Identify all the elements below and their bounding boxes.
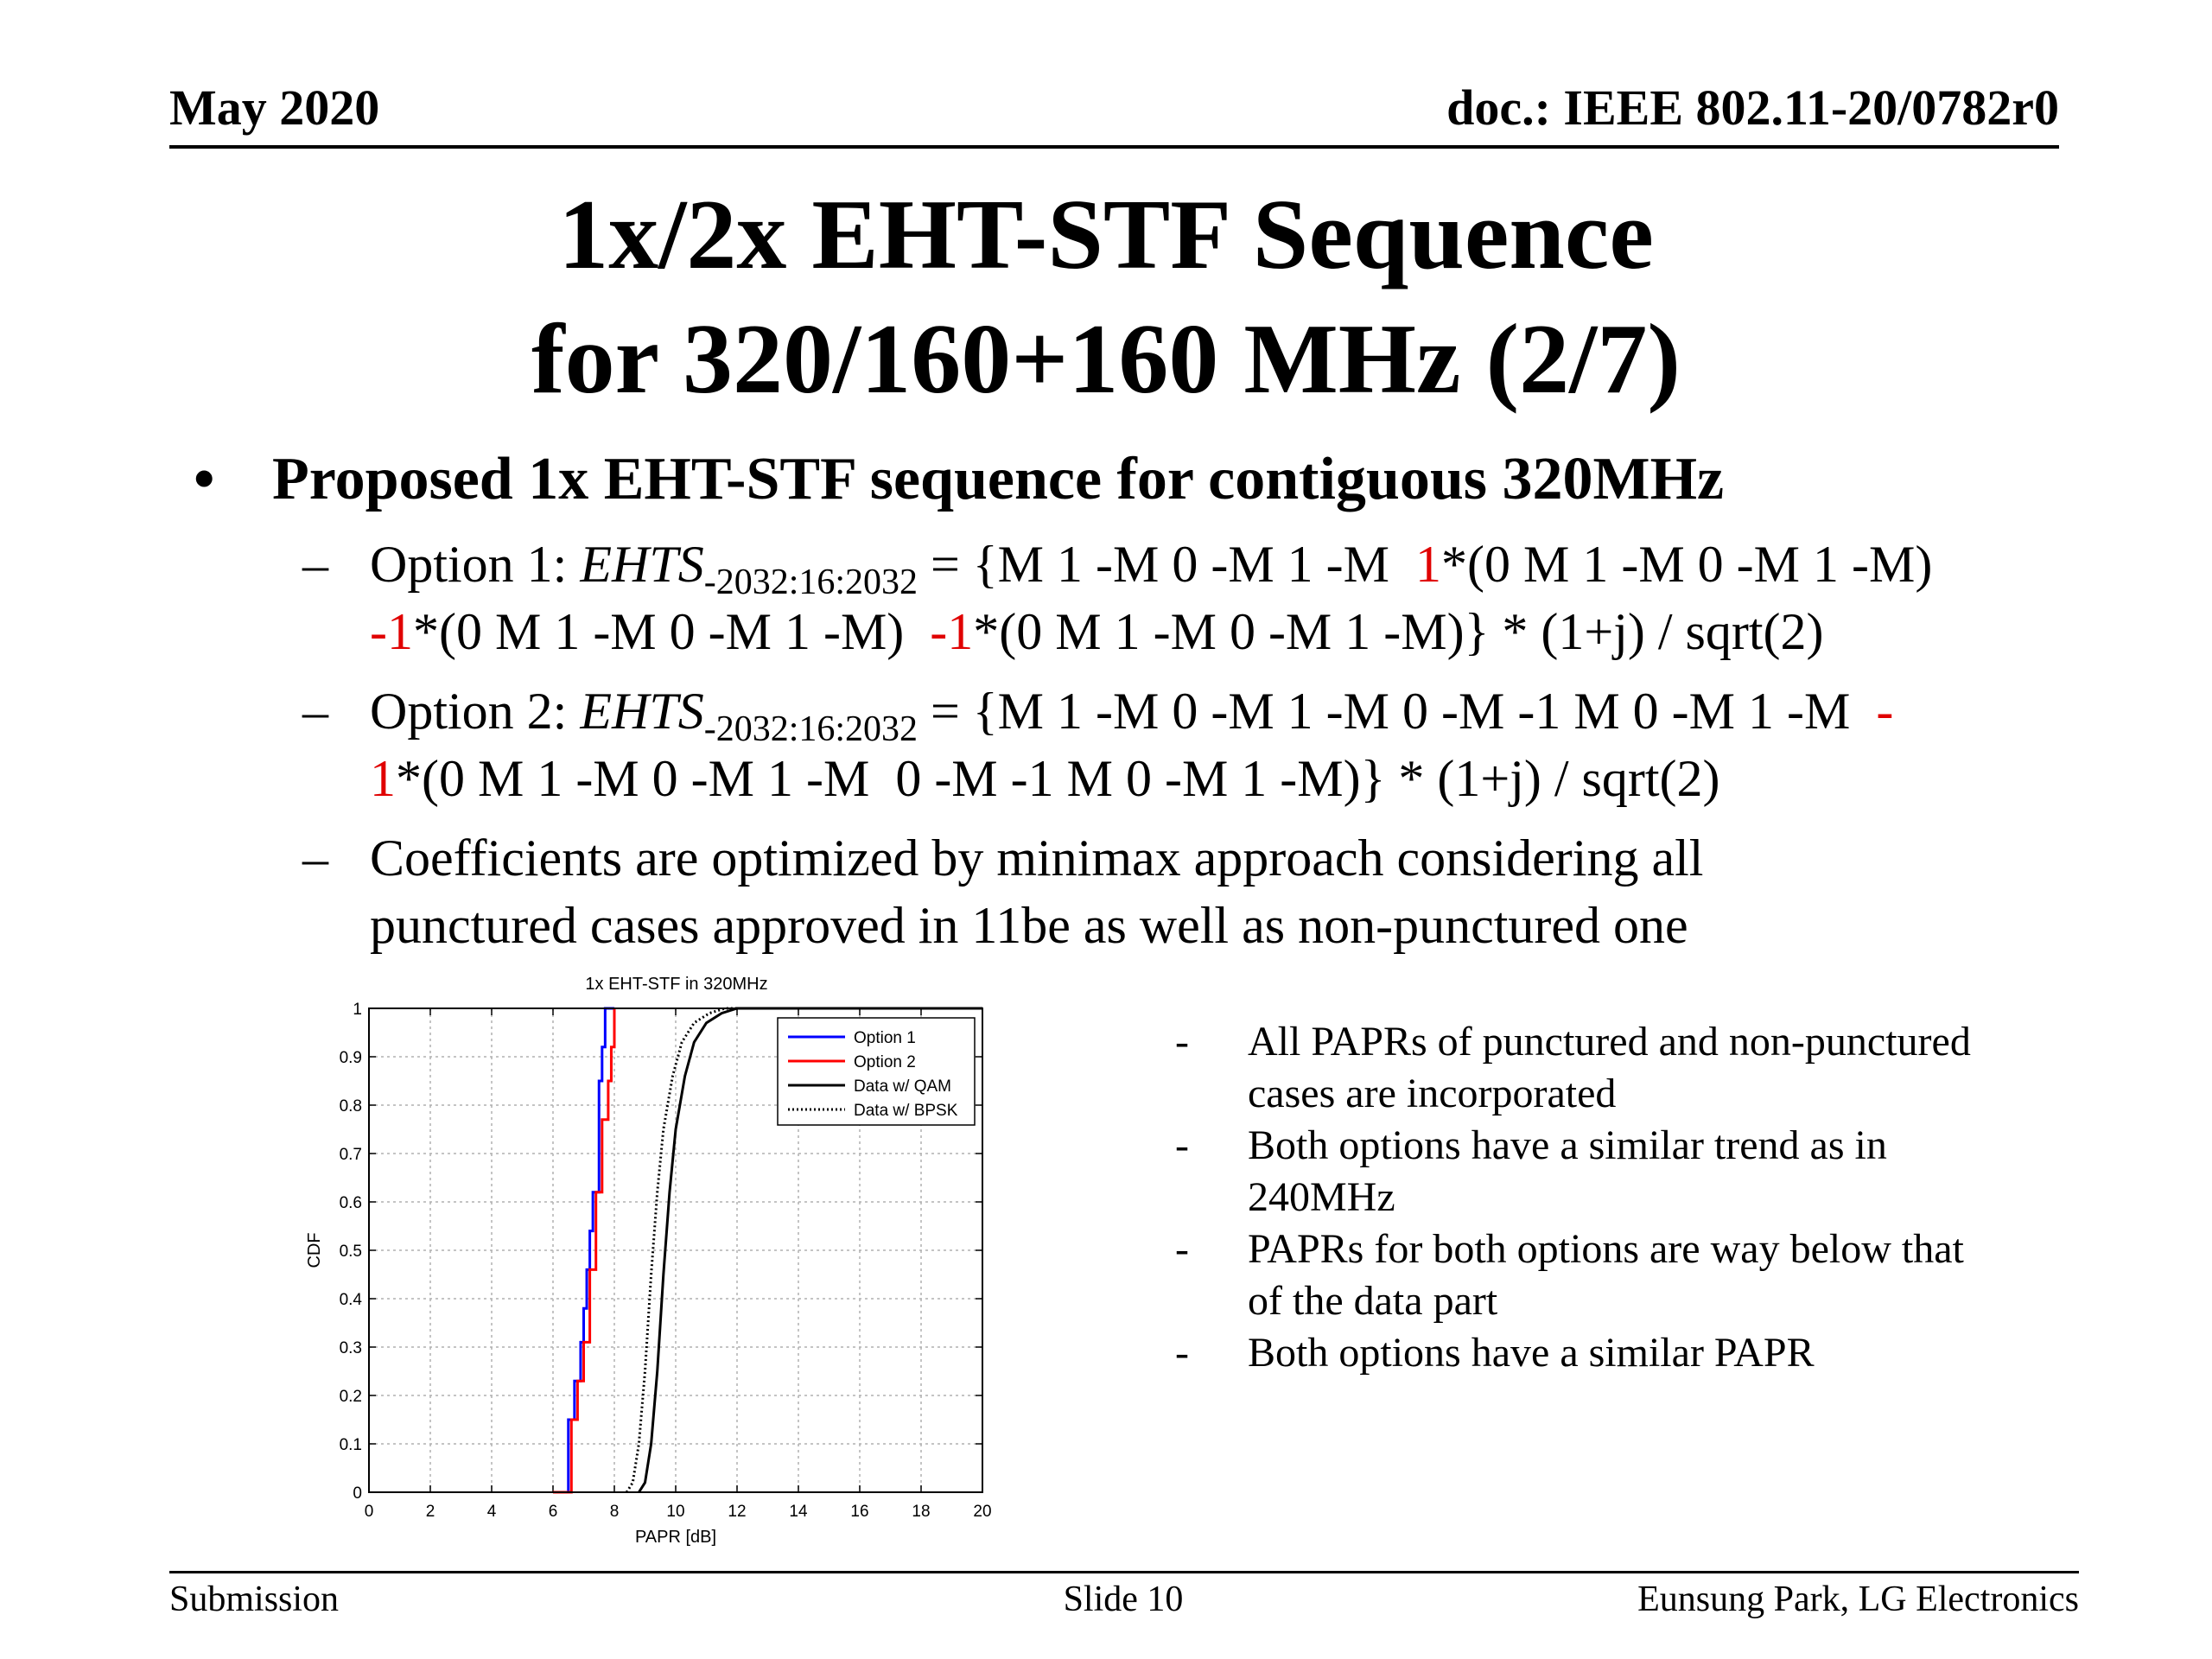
note-1-line1: All PAPRs of punctured and non-punctured: [1248, 1019, 1971, 1065]
option1-line1: Option 1: EHTS-2032:16:2032 = {M 1 -M 0 …: [370, 531, 1932, 616]
note-3-line2: of the data part: [1248, 1278, 1498, 1324]
option1-line2: -1*(0 M 1 -M 0 -M 1 -M) -1*(0 M 1 -M 0 -…: [370, 598, 1823, 665]
y-tick-label: 0.1: [340, 1436, 362, 1454]
y-tick-label: 0.8: [340, 1097, 362, 1116]
option2-line1: Option 2: EHTS-2032:16:2032 = {M 1 -M 0 …: [370, 677, 1893, 763]
option2-dash: –: [302, 683, 328, 740]
slide-title-line1: 1x/2x EHT-STF Sequence: [558, 180, 1654, 290]
bullet-symbol: •: [194, 446, 215, 512]
chart-legend: Option 1 Option 2 Data w/ QAM Data w/ BPSK: [777, 1017, 976, 1126]
note-4-line1: Both options have a similar PAPR: [1248, 1330, 1815, 1376]
y-axis-label: CDF: [305, 1232, 324, 1268]
header-doc-id: doc.: IEEE 802.11-20/0782r0: [1446, 79, 2059, 136]
legend-label-2: Option 2: [854, 1053, 916, 1071]
y-tick-label: 0.7: [340, 1146, 362, 1164]
y-tick-label: 0.2: [340, 1388, 362, 1406]
footer-slide-number: Slide 10: [1063, 1580, 1184, 1619]
y-tick-label: 1: [353, 1001, 362, 1019]
option1-dash: –: [302, 536, 328, 593]
x-axis-label: PAPR [dB]: [635, 1528, 716, 1547]
slide-title-line2: for 320/160+160 MHz (2/7): [531, 304, 1681, 415]
option1-red-coeff-2: -1: [370, 603, 413, 660]
option1-line2-mid: *(0 M 1 -M 0 -M 1 -M): [412, 603, 931, 660]
bullet-text: Proposed 1x EHT-STF sequence for contigu…: [272, 446, 1725, 512]
option2-subscript: -2032:16:2032: [703, 709, 918, 749]
y-tick-label: 0.9: [340, 1049, 362, 1067]
option1-red-coeff-1: 1: [1415, 536, 1442, 593]
x-tick-label: 4: [487, 1503, 497, 1521]
option2-symbol: EHTS: [580, 683, 704, 740]
plot-frame: [368, 1007, 983, 1493]
x-tick-label: 0: [365, 1503, 374, 1521]
x-tick-label: 12: [728, 1503, 746, 1521]
note-dash-3: -: [1175, 1226, 1189, 1272]
legend-label-3: Data w/ QAM: [854, 1077, 951, 1096]
x-tick-label: 18: [912, 1503, 930, 1521]
note-dash-4: -: [1175, 1330, 1189, 1376]
series-line-4: [625, 1007, 982, 1493]
option2-red-coeff: 1: [370, 750, 396, 807]
note-2-line2: 240MHz: [1248, 1174, 1395, 1220]
y-tick-label: 0.3: [340, 1339, 362, 1357]
x-tick-label: 6: [549, 1503, 558, 1521]
note-dash-2: -: [1175, 1122, 1189, 1168]
papr-cdf-chart: 1x EHT-STF in 320MHz 0 2 4 6 8 10 12 14 16 18 20 0 0…: [305, 975, 992, 1547]
option1-prefix: Option 1:: [370, 536, 581, 593]
footer-rule: [169, 1571, 2079, 1573]
option1-red-coeff-3: -1: [930, 603, 974, 660]
note-dash-1: -: [1175, 1019, 1189, 1065]
x-tick-label: 20: [973, 1503, 991, 1521]
x-tick-label: 16: [850, 1503, 868, 1521]
option1-line1-rest: = {M 1 -M 0 -M 1 -M: [918, 536, 1416, 593]
coeff-line1: Coefficients are optimized by minimax ap…: [370, 830, 1704, 887]
option1-line1-end: *(0 M 1 -M 0 -M 1 -M): [1441, 536, 1933, 593]
footer-author: Eunsung Park, LG Electronics: [1637, 1580, 2079, 1619]
coeff-dash: –: [302, 830, 328, 887]
y-tick-label: 0.4: [340, 1291, 363, 1309]
legend-label-4: Data w/ BPSK: [854, 1102, 958, 1120]
footer-submission: Submission: [169, 1580, 340, 1619]
option2-red-minus: -: [1876, 683, 1894, 740]
x-tick-label: 8: [610, 1503, 620, 1521]
header-rule: [169, 145, 2059, 149]
option1-symbol: EHTS: [580, 536, 704, 593]
chart-title: 1x EHT-STF in 320MHz: [585, 975, 767, 994]
y-tick-label: 0: [353, 1484, 362, 1503]
option1-line2-end: *(0 M 1 -M 0 -M 1 -M)} * (1+j) / sqrt(2): [973, 603, 1824, 660]
note-3-line1: PAPRs for both options are way below tha…: [1248, 1226, 1964, 1272]
option2-line1-rest: = {M 1 -M 0 -M 1 -M 0 -M -1 M 0 -M 1 -M: [918, 683, 1877, 740]
y-tick-label: 0.5: [340, 1243, 362, 1261]
x-tick-label: 14: [789, 1503, 808, 1521]
option1-subscript: -2032:16:2032: [703, 563, 918, 602]
option2-line2-end: *(0 M 1 -M 0 -M 1 -M 0 -M -1 M 0 -M 1 -M…: [396, 750, 1720, 807]
option2-prefix: Option 2:: [370, 683, 581, 740]
x-tick-label: 2: [426, 1503, 435, 1521]
option2-line2: 1*(0 M 1 -M 0 -M 1 -M 0 -M -1 M 0 -M 1 -…: [370, 745, 1720, 812]
y-tick-label: 0.6: [340, 1194, 362, 1212]
note-1-line2: cases are incorporated: [1248, 1071, 1617, 1116]
note-2-line1: Both options have a similar trend as in: [1248, 1122, 1887, 1168]
series-line-2: [553, 1008, 616, 1494]
header-date: May 2020: [169, 79, 380, 136]
x-tick-label: 10: [666, 1503, 684, 1521]
legend-label-1: Option 1: [854, 1029, 916, 1047]
coeff-line2: punctured cases approved in 11be as well…: [370, 897, 1688, 954]
